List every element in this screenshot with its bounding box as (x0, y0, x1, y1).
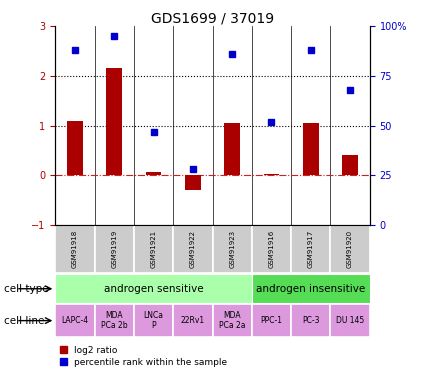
Text: MDA
PCa 2b: MDA PCa 2b (101, 311, 128, 330)
Bar (67, 121, 83, 176)
Bar (252, 225, 291, 273)
Text: cell line: cell line (4, 316, 45, 326)
Text: GSM91921: GSM91921 (150, 230, 156, 268)
Text: GSM91917: GSM91917 (308, 230, 314, 268)
Bar (55, 304, 94, 337)
Text: PC-3: PC-3 (302, 316, 320, 325)
Bar (331, 225, 370, 273)
Text: 22Rv1: 22Rv1 (181, 316, 205, 325)
Bar (134, 304, 173, 337)
Bar (252, 304, 291, 337)
Bar (264, 174, 279, 176)
Text: GSM91920: GSM91920 (347, 230, 353, 268)
Bar (146, 172, 162, 176)
Text: LAPC-4: LAPC-4 (61, 316, 88, 325)
Bar (94, 304, 134, 337)
Bar (342, 155, 358, 176)
Bar (185, 176, 201, 190)
Bar (331, 304, 370, 337)
Bar (134, 225, 173, 273)
Text: GSM91919: GSM91919 (111, 230, 117, 268)
Text: GSM91923: GSM91923 (229, 230, 235, 268)
Text: GSM91916: GSM91916 (269, 230, 275, 268)
Text: androgen sensitive: androgen sensitive (104, 284, 203, 294)
Title: GDS1699 / 37019: GDS1699 / 37019 (151, 11, 274, 25)
Bar (94, 225, 134, 273)
Bar (212, 225, 252, 273)
Bar (55, 225, 94, 273)
Bar (224, 123, 240, 176)
Bar (303, 123, 319, 176)
Text: MDA
PCa 2a: MDA PCa 2a (219, 311, 245, 330)
Text: androgen insensitive: androgen insensitive (256, 284, 366, 294)
Bar (106, 69, 122, 176)
Bar (173, 304, 212, 337)
Text: GSM91922: GSM91922 (190, 230, 196, 268)
Bar (291, 304, 331, 337)
Text: DU 145: DU 145 (336, 316, 364, 325)
Text: LNCa
P: LNCa P (144, 311, 164, 330)
Text: GSM91918: GSM91918 (72, 230, 78, 268)
Bar (291, 225, 331, 273)
Legend: log2 ratio, percentile rank within the sample: log2 ratio, percentile rank within the s… (60, 346, 227, 367)
Bar (55, 274, 252, 303)
Text: PPC-1: PPC-1 (261, 316, 283, 325)
Bar (252, 274, 370, 303)
Bar (212, 304, 252, 337)
Bar (173, 225, 212, 273)
Text: cell type: cell type (4, 284, 49, 294)
